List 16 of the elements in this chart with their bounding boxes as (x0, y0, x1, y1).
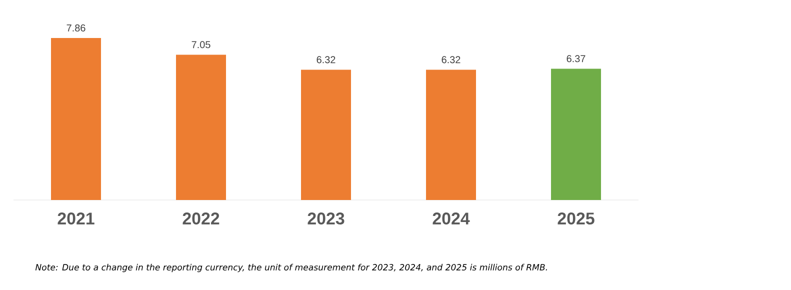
x-tick-label: 2025 (558, 212, 594, 225)
data-label: 6.37 (566, 55, 586, 62)
bar (551, 68, 602, 200)
bar (51, 38, 102, 200)
x-tick-label: 2022 (182, 212, 220, 225)
data-label: 6.32 (316, 56, 336, 64)
text: Note: Due to a change in the reporting currency, the unit of measurement for 2023, 2024, and 2025 is millions of RMB. (35, 264, 547, 272)
x-tick-label: 2023 (308, 212, 344, 225)
x-tick-label: 2021 (58, 212, 94, 225)
bar (426, 70, 476, 200)
x-tick-label: 2024 (432, 212, 470, 225)
data-label: 7.86 (66, 24, 86, 32)
bar (301, 70, 352, 200)
bar (176, 54, 226, 200)
data-label: 7.05 (192, 41, 210, 48)
data-label: 6.32 (442, 56, 460, 64)
